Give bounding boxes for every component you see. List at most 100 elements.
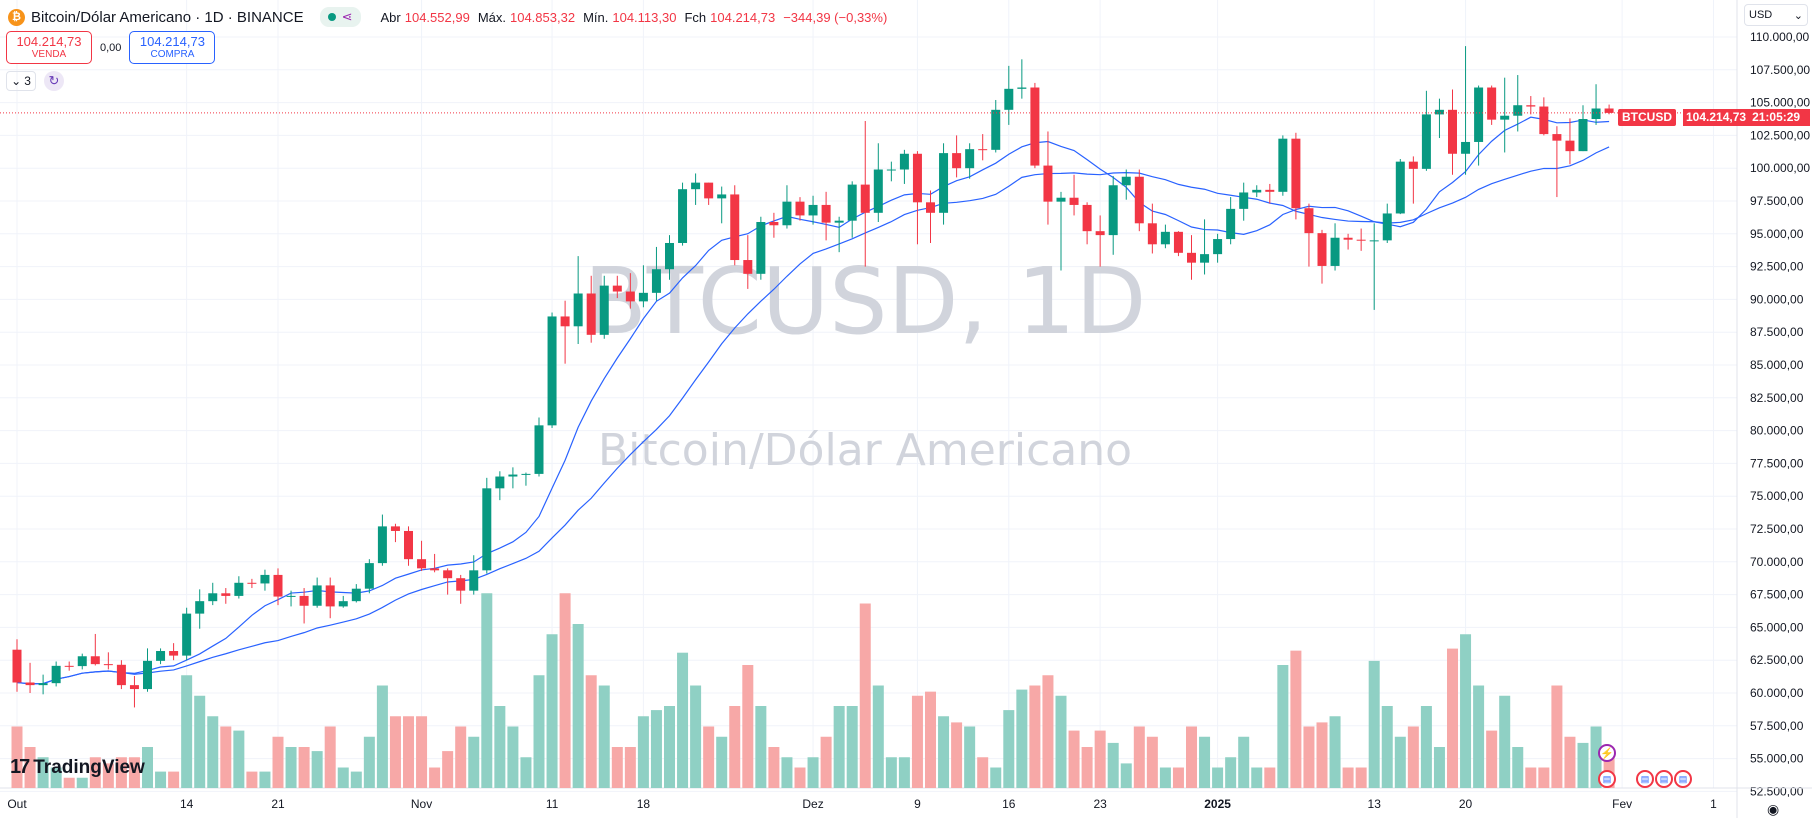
candle-body — [1004, 88, 1014, 110]
chart-settings-eye-icon[interactable]: ◉ — [1767, 801, 1780, 817]
candle-body — [704, 182, 714, 199]
candle — [103, 652, 113, 670]
volume-bar — [1068, 730, 1080, 788]
volume-bar — [820, 736, 832, 788]
volume-bar — [389, 716, 401, 788]
volume-bar — [455, 726, 467, 788]
candle-body — [156, 651, 166, 661]
candle — [1239, 182, 1249, 221]
volume-bar — [1199, 736, 1211, 788]
volume-bar — [951, 722, 963, 788]
candle — [12, 639, 22, 692]
candle — [599, 275, 609, 339]
volume-bar — [128, 757, 140, 788]
volume-bar — [311, 751, 323, 788]
volume-bar — [102, 763, 114, 788]
candle — [886, 161, 896, 182]
candle — [286, 590, 296, 607]
volume-bar — [1473, 685, 1485, 788]
y-tick-label: 102.500,00 — [1750, 128, 1810, 142]
us-flag-event-icon[interactable]: ▤ — [1674, 770, 1692, 788]
sell-button[interactable]: 104.214,73 VENDA — [6, 31, 92, 64]
y-tick-label: 65.000,00 — [1750, 620, 1804, 634]
volume-bar — [494, 706, 506, 788]
candle-body — [1030, 87, 1040, 166]
us-flag-event-icon[interactable]: ▤ — [1655, 770, 1673, 788]
x-tick-label: 2025 — [1204, 797, 1231, 811]
candle — [1356, 228, 1366, 251]
candle-body — [1226, 208, 1236, 240]
volume-bar — [1355, 767, 1367, 788]
candle-body — [1500, 115, 1510, 120]
bar-countdown: 21:05:29 — [1752, 110, 1801, 124]
candle — [1487, 85, 1497, 125]
last-price-tag: 104.214,73 21:05:29 — [1683, 109, 1810, 126]
y-tick-label: 82.500,00 — [1750, 391, 1804, 405]
volume-bar — [572, 624, 584, 788]
candle — [129, 675, 139, 708]
volume-bar — [977, 757, 989, 788]
volume-bar — [598, 685, 610, 788]
candle — [808, 195, 818, 225]
candle — [182, 607, 192, 661]
tradingview-logo[interactable]: 17 TradingView — [10, 756, 145, 779]
candle-body — [169, 651, 179, 656]
candle-body — [1356, 239, 1366, 241]
candle — [1382, 203, 1392, 243]
candle — [325, 577, 335, 619]
candle-body — [1239, 192, 1249, 209]
candle-body — [926, 202, 935, 213]
y-tick-label: 90.000,00 — [1750, 292, 1804, 306]
indicators-toggle[interactable]: ⌄ 3 — [6, 71, 36, 91]
volume-bar — [755, 706, 767, 788]
volume-bar — [729, 706, 741, 788]
candle — [691, 173, 701, 205]
lightning-event-icon[interactable]: ⚡ — [1598, 744, 1616, 762]
volume-bar — [1159, 767, 1171, 788]
volume-bar — [938, 716, 950, 788]
y-tick-label: 95.000,00 — [1750, 227, 1804, 241]
y-tick-label: 110.000,00 — [1750, 30, 1809, 44]
candle — [299, 588, 309, 624]
candle — [1121, 169, 1131, 200]
us-flag-event-icon[interactable]: ▤ — [1636, 770, 1654, 788]
market-status[interactable]: ⋖ — [319, 7, 361, 27]
volume-bar — [768, 747, 780, 788]
candle — [456, 574, 466, 604]
candle — [717, 186, 727, 224]
x-tick-label: 1 — [1710, 797, 1717, 811]
candle-body — [404, 530, 413, 560]
currency-select[interactable]: USD ⌄ — [1744, 4, 1808, 26]
volume-bar — [1042, 675, 1054, 788]
candle — [534, 417, 544, 477]
candle-body — [1147, 223, 1157, 245]
symbol-title[interactable]: Bitcoin/Dólar Americano · 1D · BINANCE — [31, 8, 304, 26]
volume-bar — [168, 771, 180, 788]
volume-bar — [885, 757, 897, 788]
y-tick-label: 107.500,00 — [1750, 63, 1810, 77]
candle-body — [599, 285, 609, 335]
candle-body — [547, 316, 557, 426]
candle — [156, 648, 166, 665]
candle — [1552, 126, 1562, 198]
candle — [769, 212, 779, 238]
volume-bar — [76, 777, 88, 788]
candle-body — [1200, 254, 1210, 263]
candle — [273, 568, 283, 606]
us-flag-event-icon[interactable]: ▤ — [1598, 770, 1616, 788]
candle-body — [90, 656, 100, 665]
volume-bar — [1447, 648, 1458, 788]
volume-bar — [585, 675, 597, 788]
buy-button[interactable]: 104.214,73 COMPRA — [129, 31, 216, 64]
share-icon: ⋖ — [341, 9, 353, 24]
y-tick-label: 100.000,00 — [1750, 161, 1810, 175]
candle — [899, 149, 909, 184]
sync-icon[interactable]: ↻ — [44, 71, 64, 91]
candle — [1134, 169, 1144, 232]
candle-body — [234, 582, 244, 596]
candle-body — [1487, 87, 1497, 120]
volume-bar — [363, 736, 375, 788]
volume-bar — [925, 691, 936, 788]
candle — [1604, 104, 1614, 115]
